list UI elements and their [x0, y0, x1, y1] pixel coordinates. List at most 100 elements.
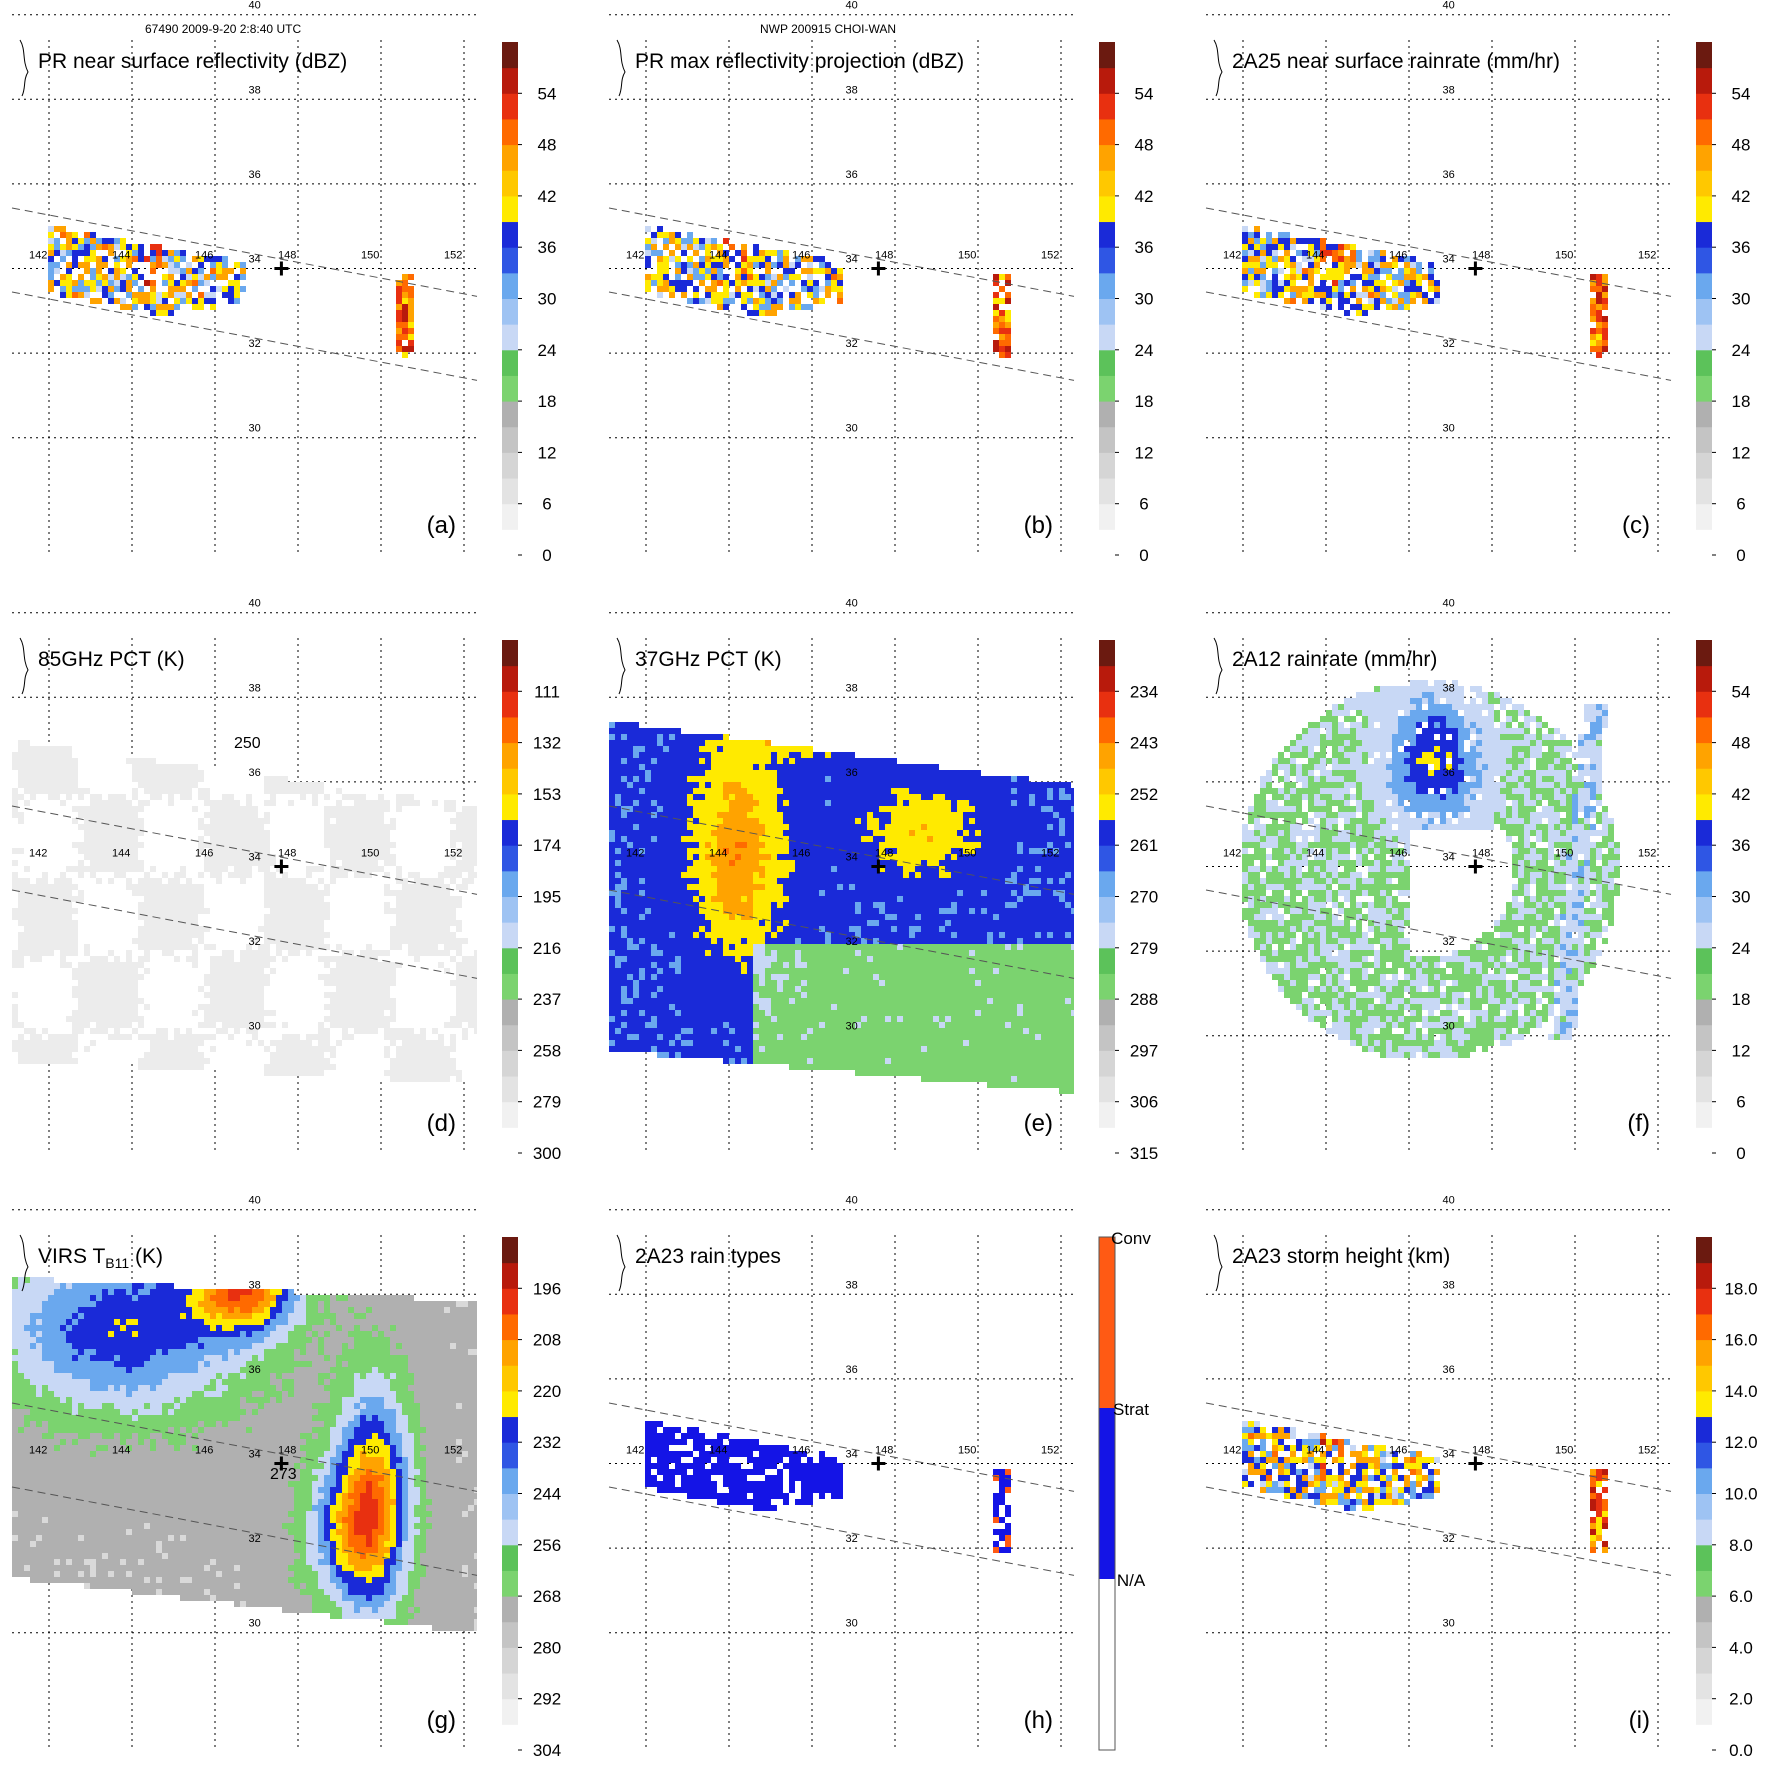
heat-cell: [312, 812, 318, 818]
heat-cell: [48, 836, 54, 842]
heat-cell: [456, 986, 462, 992]
heat-cell: [456, 1028, 462, 1034]
heat-cell: [300, 794, 306, 800]
heat-cell: [96, 914, 102, 920]
heat-cell: [366, 1040, 372, 1046]
heat-cell: [162, 932, 168, 938]
heat-cell: [138, 758, 144, 764]
heat-cell: [432, 830, 438, 836]
heat-cell: [258, 992, 264, 998]
heat-cell: [114, 998, 120, 1004]
heat-cell: [90, 830, 96, 836]
heat-cell: [174, 1022, 180, 1028]
heat-cell: [222, 890, 228, 896]
heat-cell: [282, 950, 288, 956]
heat-cell: [390, 998, 396, 1004]
heat-cell: [54, 926, 60, 932]
heat-cell: [144, 1016, 150, 1022]
heat-cell: [78, 932, 84, 938]
heat-cell: [1284, 274, 1290, 280]
heat-cell: [228, 974, 234, 980]
heat-cell: [354, 932, 360, 938]
heat-cell: [360, 878, 366, 884]
storm-info: NWP 200915 CHOI-WAN: [760, 22, 897, 36]
heat-cell: [84, 1046, 90, 1052]
heat-cell: [270, 1004, 276, 1010]
heat-cell: [258, 938, 264, 944]
heat-cell: [150, 944, 156, 950]
heat-cell: [174, 776, 180, 782]
heat-cell: [657, 226, 663, 232]
heat-cell: [48, 770, 54, 776]
heat-cell: [204, 866, 210, 872]
heat-cell: [78, 974, 84, 980]
heat-cell: [366, 986, 372, 992]
heat-cell: [240, 788, 246, 794]
heat-cell: [354, 794, 360, 800]
heat-cell: [312, 806, 318, 812]
heat-cell: [270, 782, 276, 788]
heat-cell: [360, 836, 366, 842]
heat-cell: [414, 968, 420, 974]
heat-cell: [180, 268, 186, 274]
heat-cell: [234, 292, 240, 298]
colorbar-swatch: [1696, 426, 1712, 453]
heat-cell: [36, 902, 42, 908]
heat-cell: [228, 980, 234, 986]
heat-cell: [240, 872, 246, 878]
heat-cell: [24, 932, 30, 938]
heat-cell: [402, 806, 408, 812]
heat-cell: [24, 974, 30, 980]
heat-cell: [114, 1028, 120, 1034]
heat-cell: [174, 788, 180, 794]
heat-cell: [462, 896, 468, 902]
lon-tick-label: 152: [1638, 250, 1656, 262]
heat-cell: [360, 1052, 366, 1058]
heat-cell: [723, 286, 729, 292]
heat-cell: [450, 974, 456, 980]
heat-cell: [450, 1016, 456, 1022]
heat-cell: [282, 836, 288, 842]
heat-cell: [180, 1058, 186, 1064]
heat-cell: [384, 824, 390, 830]
heat-cell: [450, 902, 456, 908]
heat-cell: [1278, 292, 1284, 298]
heat-cell: [18, 806, 24, 812]
heat-cell: [360, 1004, 366, 1010]
heat-cell: [18, 746, 24, 752]
heat-cell: [390, 1058, 396, 1064]
heat-cell: [408, 932, 414, 938]
heat-cell: [138, 830, 144, 836]
heat-cell: [54, 1058, 60, 1064]
heat-cell: [174, 914, 180, 920]
heat-cell: [216, 938, 222, 944]
heat-cell: [372, 950, 378, 956]
heat-cell: [198, 992, 204, 998]
heat-cell: [150, 286, 156, 292]
heat-cell: [264, 788, 270, 794]
heat-cell: [651, 280, 657, 286]
heat-cell: [336, 1004, 342, 1010]
heat-cell: [432, 1004, 438, 1010]
heat-cell: [204, 944, 210, 950]
heat-cell: [36, 908, 42, 914]
heat-cell: [342, 794, 348, 800]
heat-cell: [180, 824, 186, 830]
heat-cell: [234, 1034, 240, 1040]
heat-cell: [300, 1058, 306, 1064]
heat-cell: [138, 818, 144, 824]
heat-cell: [192, 1058, 198, 1064]
heat-cell: [180, 860, 186, 866]
heat-cell: [438, 1052, 444, 1058]
heat-cell: [384, 860, 390, 866]
heat-cell: [150, 800, 156, 806]
heat-cell: [132, 1010, 138, 1016]
heat-cell: [450, 890, 456, 896]
heat-cell: [270, 1016, 276, 1022]
heat-cell: [1320, 244, 1326, 250]
heat-cell: [54, 1034, 60, 1040]
heat-cell: [168, 800, 174, 806]
heat-cell: [426, 806, 432, 812]
heat-cell: [66, 238, 72, 244]
heat-cell: [36, 1010, 42, 1016]
